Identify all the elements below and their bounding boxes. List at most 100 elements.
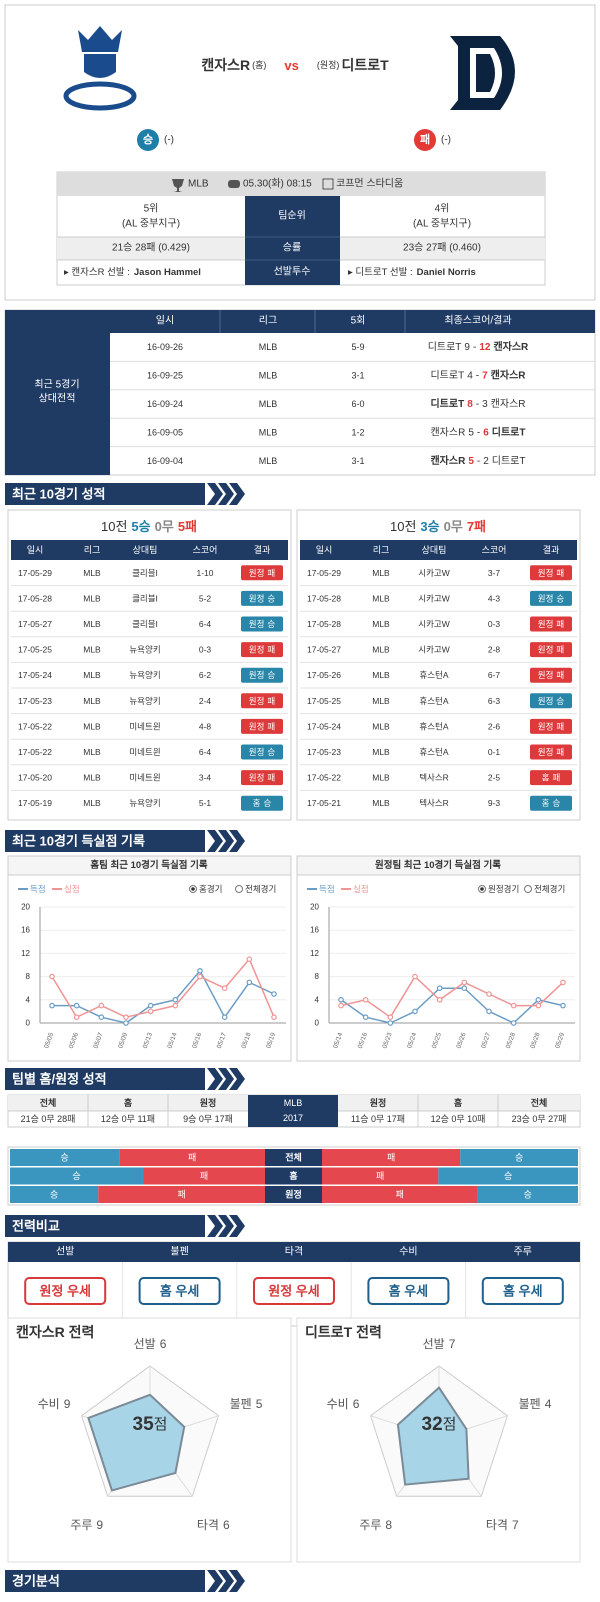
result: 패: [556, 721, 564, 731]
radar-axis-label: 불펜 5: [230, 1397, 263, 1411]
radio-label: 전체경기: [534, 884, 565, 894]
radio-button[interactable]: [524, 885, 532, 893]
date: 17-05-26: [307, 670, 341, 680]
column-header: 상대팀: [422, 544, 447, 555]
result-badge: [530, 744, 572, 760]
rank-label: 팀순위: [278, 209, 306, 222]
league: MLB: [372, 645, 390, 655]
verdict: 원정 우세: [39, 1284, 90, 1299]
score: 6-4: [199, 619, 212, 629]
data-point: [147, 1008, 154, 1015]
series-line: [51, 957, 275, 1019]
radio-dot: [191, 887, 195, 891]
result-badge: [530, 693, 572, 709]
venue: 원정: [538, 593, 554, 603]
bar-row-label-cell: [265, 1149, 322, 1166]
team: 디트로T: [430, 397, 464, 410]
data-point: [412, 1008, 418, 1015]
date: 17-05-24: [18, 670, 52, 680]
clock-icon: [228, 180, 240, 188]
league: MLB: [259, 371, 278, 381]
verdict: 홈 우세: [389, 1284, 429, 1299]
column-header: 일시: [316, 545, 333, 555]
chart-title: 원정팀 최근 10경기 득실점 기록: [375, 859, 501, 871]
data-point: [172, 996, 179, 1003]
banner-chevron: [207, 483, 223, 505]
result: 승: [267, 747, 275, 757]
chart-title-bar: [296, 855, 581, 876]
verdict-stamp: [367, 1277, 450, 1305]
bar-row-label-cell: [265, 1167, 322, 1185]
h2h-label: 최근 5경기: [34, 378, 79, 391]
date: 17-05-22: [307, 773, 341, 783]
axis-label: 선발: [423, 1337, 445, 1351]
column-header: 결과: [543, 545, 560, 555]
section-banner: [5, 1570, 205, 1592]
league: MLB: [83, 696, 101, 706]
radio-button[interactable]: [235, 885, 243, 893]
axis-label: 수비: [38, 1397, 60, 1411]
radar-axis-label: 선발 7: [423, 1337, 456, 1351]
series-line: [340, 987, 564, 1024]
team: 캔자스R: [493, 340, 529, 353]
venue: 원정: [249, 721, 265, 731]
opponent: 뉴욕양키: [129, 670, 160, 680]
compare-label: 선발: [56, 1246, 74, 1258]
opponent: 텍사스R: [419, 773, 449, 783]
venue: 홈: [253, 798, 261, 808]
banner-chevron: [218, 1068, 234, 1090]
loss-label: 패: [200, 1171, 208, 1181]
data-point: [560, 979, 566, 986]
venue: 원정: [538, 645, 554, 655]
away-result-badge: [414, 129, 436, 151]
season-league: MLB: [284, 1098, 303, 1108]
league: MLB: [372, 568, 390, 578]
result-label: 원정 승: [538, 696, 565, 706]
score-unit: 점: [443, 1416, 457, 1433]
loss-label: 패: [396, 1190, 404, 1200]
verdict: 원정 우세: [268, 1284, 319, 1299]
date: 16-09-25: [147, 371, 183, 381]
axis-value: 6: [160, 1337, 167, 1351]
result: 승: [556, 593, 564, 603]
banner-chevron: [207, 830, 223, 852]
banner-chevron: [229, 830, 245, 852]
inning5-score: 6-0: [351, 399, 364, 409]
legend-label: 실점: [353, 884, 369, 894]
banner-chevron: [218, 830, 234, 852]
team: 캔자스R: [430, 426, 465, 438]
win-bar: [10, 1167, 144, 1185]
date: 17-05-20: [18, 773, 52, 783]
banner-chevron: [207, 1068, 223, 1090]
section-title: 팀별 홈/원정 성적: [12, 1072, 107, 1087]
separator: -: [473, 342, 476, 353]
banner-chevron: [229, 1068, 245, 1090]
axis-value: 9: [64, 1397, 71, 1411]
data-point: [147, 1002, 154, 1009]
radar-axis-label: 선발 6: [134, 1337, 167, 1351]
stadium-icon: [322, 178, 334, 190]
score: 6-3: [488, 696, 501, 706]
h2h-label-panel: [5, 310, 110, 475]
venue: 원정: [538, 747, 554, 757]
bar-row-label-cell: [265, 1186, 322, 1203]
league: MLB: [372, 619, 390, 629]
data-point: [197, 967, 203, 974]
result-badge: [530, 795, 572, 811]
data-point: [221, 985, 228, 992]
pitcher-label: 선발투수: [274, 266, 311, 278]
score: 3: [482, 399, 488, 410]
h2h-header: [110, 310, 595, 333]
win-bar: [460, 1149, 578, 1166]
inning5-score: 3-1: [351, 456, 364, 466]
verdict: 홈 우세: [503, 1284, 543, 1299]
data-point: [510, 1002, 517, 1009]
result-badge: [241, 667, 283, 683]
text-part: ▸ 캔자스R 선발 :: [64, 267, 130, 278]
away-division: (AL 중부지구): [413, 218, 471, 230]
score: 2-8: [488, 645, 501, 655]
data-point: [338, 996, 344, 1003]
legend-label: 득점: [319, 884, 335, 894]
